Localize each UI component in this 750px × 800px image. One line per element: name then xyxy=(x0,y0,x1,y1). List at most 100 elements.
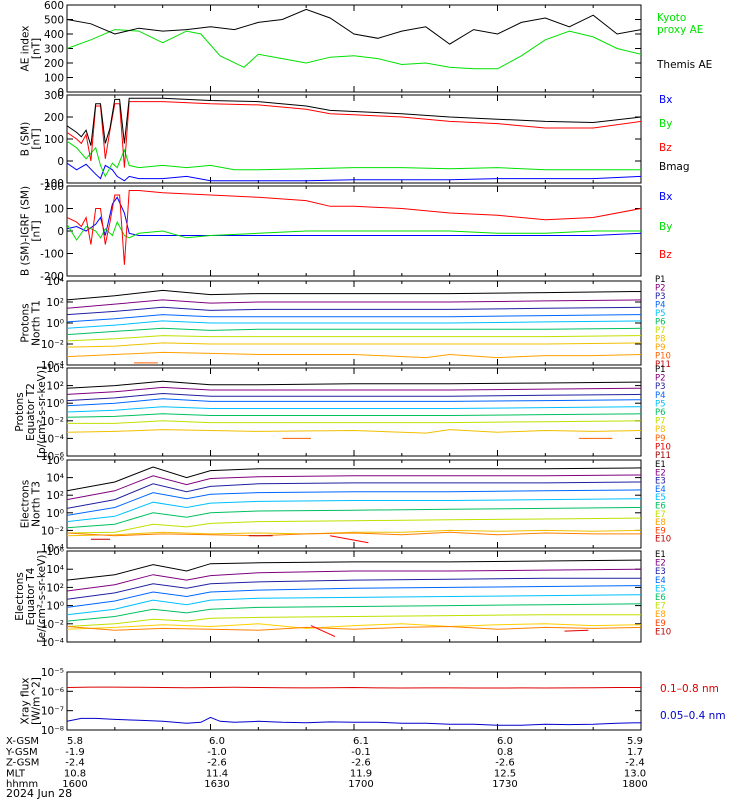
plot-area xyxy=(67,190,641,265)
y-tick-label: 10⁻⁵ xyxy=(41,667,64,679)
series-e10 xyxy=(310,625,336,637)
series-e2 xyxy=(67,474,641,501)
legend-entry: P10 xyxy=(655,442,671,452)
series-e7 xyxy=(67,614,641,627)
y-tick-label: 10⁰ xyxy=(46,508,64,520)
legend-entry: E3 xyxy=(655,567,666,577)
y-tick-label: 10⁶ xyxy=(46,546,64,558)
legend-entry: E10 xyxy=(655,627,671,637)
bottom-row-value: 12.5 xyxy=(494,768,516,779)
y-tick-label: 10⁰ xyxy=(46,601,64,613)
legend-entry: P4 xyxy=(655,391,666,401)
series-p3 xyxy=(67,392,641,402)
series-p5 xyxy=(67,320,641,329)
y-axis-label: [e/(cm²-s-sr-keV)] xyxy=(36,551,48,643)
legend-entry: P2 xyxy=(655,284,666,294)
series-0-1-0-8-nm xyxy=(67,686,641,689)
plot-area xyxy=(67,466,641,544)
series-bx xyxy=(67,196,641,236)
plot-area xyxy=(67,97,641,182)
legend-entry: P5 xyxy=(655,399,666,409)
y-axis-label: Electrons xyxy=(20,480,32,529)
legend-entry: P6 xyxy=(655,318,666,328)
series-e5 xyxy=(67,498,641,523)
series-e8 xyxy=(67,623,641,630)
bottom-row-label: Y-GSM xyxy=(5,747,38,758)
legend-entry: E2 xyxy=(655,468,666,478)
panel-xray: 10⁻⁸ 10⁻⁷ 10⁻⁶ 10⁻⁵ Xray flux [W/m^2] 0.1–0.8 … xyxy=(20,667,726,737)
series-e10 xyxy=(330,535,369,544)
legend-entry: E5 xyxy=(655,584,666,594)
y-axis-label: B (SM) xyxy=(20,122,32,156)
y-axis-label: B (SM)-IGRF (SM) xyxy=(20,186,32,276)
y-tick-label: -100 xyxy=(40,249,64,261)
y-tick-label: 10⁻⁶ xyxy=(41,451,64,463)
y-tick-label: 10² xyxy=(46,582,64,594)
bottom-row-value: 6.0 xyxy=(209,736,225,747)
y-tick-label: 0 xyxy=(57,87,64,99)
legend-entry: P9 xyxy=(655,343,666,353)
legend-entry: Kyoto xyxy=(657,12,686,24)
legend-entry: E4 xyxy=(655,485,666,495)
legend-entry: E4 xyxy=(655,576,666,586)
y-axis-label: North T3 xyxy=(31,481,43,527)
y-tick-label: 10² xyxy=(46,490,64,502)
series-by xyxy=(67,140,641,178)
legend-entry: E7 xyxy=(655,602,666,612)
bottom-row-value: 1630 xyxy=(204,779,229,790)
y-tick-label: 10⁻⁴ xyxy=(41,360,64,372)
series-p1 xyxy=(67,380,641,389)
legend-entry: 0.05–0.4 nm xyxy=(660,710,726,722)
y-axis-label: [nT] xyxy=(31,128,43,149)
legend-entry: E8 xyxy=(655,610,666,620)
legend-entry: P1 xyxy=(655,275,666,285)
series-e9 xyxy=(67,531,641,537)
y-axis-label: Equator T4 xyxy=(25,567,37,625)
y-tick-label: 10⁻⁷ xyxy=(41,706,64,718)
y-tick-label: 10⁴ xyxy=(46,564,64,576)
plot-area xyxy=(67,8,641,70)
series-e6 xyxy=(67,603,641,622)
bottom-row-value: 1700 xyxy=(348,779,373,790)
y-tick-label: 10⁻² xyxy=(41,339,64,351)
legend-entry: E9 xyxy=(655,526,666,536)
y-axis-label: AE index xyxy=(20,26,32,72)
series-e6 xyxy=(67,507,641,529)
series-p4 xyxy=(67,398,641,407)
bottom-row-label: X-GSM xyxy=(6,736,39,747)
series-0-05-0-4-nm xyxy=(67,716,641,726)
date-label: 2024 Jun 28 xyxy=(6,787,72,800)
series-e3 xyxy=(67,481,641,509)
series-bx xyxy=(67,162,641,182)
y-axis-label: North T1 xyxy=(31,300,43,346)
series-p6 xyxy=(67,327,641,336)
y-axis-label: [nT] xyxy=(31,220,43,241)
bottom-row-value: 13.0 xyxy=(624,768,646,779)
series-bz xyxy=(67,101,641,168)
y-axis-label: Electrons xyxy=(14,572,26,621)
series-e3 xyxy=(67,577,641,600)
legend-entry: 0.1–0.8 nm xyxy=(660,683,719,695)
series-e1 xyxy=(67,559,641,581)
bottom-row-value: -1.9 xyxy=(65,747,85,758)
legend-entry: P11 xyxy=(655,360,671,370)
bottom-row-value: 1800 xyxy=(622,779,647,790)
legend-entry: P5 xyxy=(655,309,666,319)
series-p6 xyxy=(67,413,641,418)
legend-entry: P7 xyxy=(655,417,666,427)
y-axis-label: [W/m^2] xyxy=(31,677,43,725)
legend-entry: Bx xyxy=(659,94,672,106)
y-tick-label: 10⁻⁴ xyxy=(41,433,64,445)
y-tick-label: 10⁴ xyxy=(46,276,64,288)
series-kyoto-proxy-ae xyxy=(67,29,641,70)
series-p2 xyxy=(67,299,641,309)
legend-entry: By xyxy=(659,221,672,233)
y-tick-label: 10⁻⁴ xyxy=(41,543,64,555)
legend-entry: P2 xyxy=(655,374,666,384)
series-e2 xyxy=(67,568,641,592)
series-e10b xyxy=(564,629,589,632)
series-p7 xyxy=(67,420,641,424)
y-tick-label: 100 xyxy=(44,73,64,85)
